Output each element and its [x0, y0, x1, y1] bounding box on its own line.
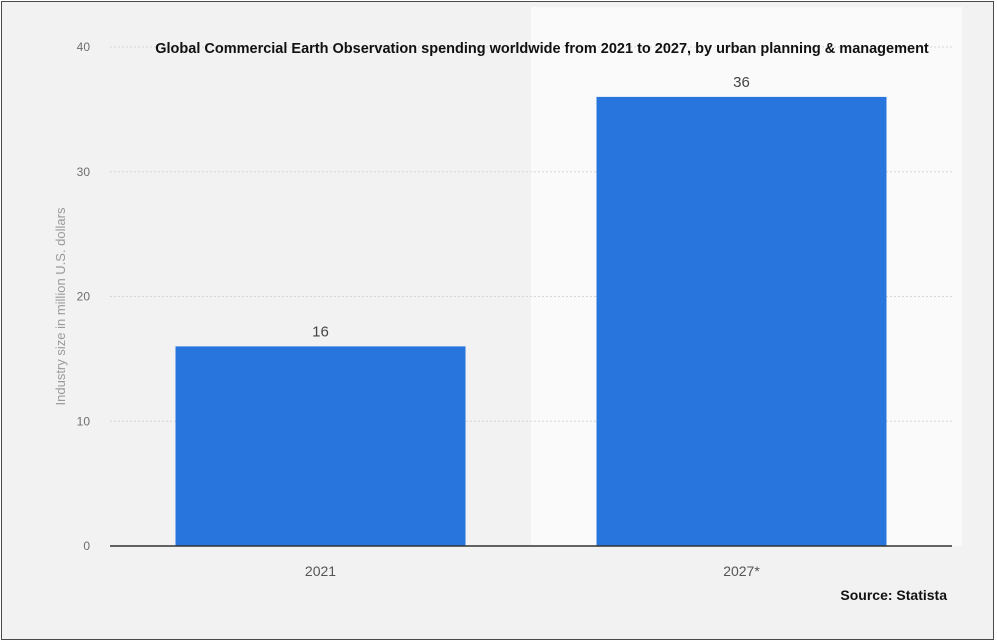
y-tick-label: 10	[77, 414, 91, 428]
y-axis-title: Industry size in million U.S. dollars	[53, 207, 68, 405]
labels: 0 10 20 30 40 16 2021 36 2027*	[77, 40, 761, 579]
x-tick-label: 2021	[305, 563, 336, 579]
data-label: 36	[733, 74, 750, 91]
y-tick-label: 30	[77, 165, 91, 179]
data-label: 16	[312, 323, 329, 340]
bar	[175, 346, 466, 546]
y-tick-label: 40	[77, 40, 91, 54]
chart-title: Global Commercial Earth Observation spen…	[155, 41, 929, 57]
source-label: Source: Statista	[840, 587, 947, 603]
bars	[175, 96, 887, 547]
x-tick-label: 2027*	[723, 563, 760, 579]
y-tick-label: 20	[77, 290, 91, 304]
bar	[596, 96, 887, 547]
y-tick-label: 0	[83, 539, 90, 553]
